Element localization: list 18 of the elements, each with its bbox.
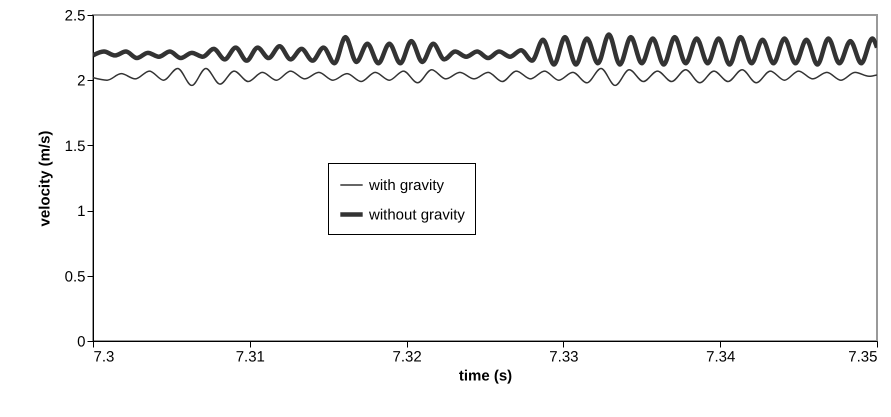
legend-label: without gravity bbox=[368, 206, 466, 224]
y-tick-label: 0.5 bbox=[64, 268, 86, 286]
line-series bbox=[93, 32, 877, 67]
y-tick-label: 0 bbox=[77, 334, 86, 350]
x-tick-label: 7.3 bbox=[94, 348, 114, 366]
y-tick-label: 2.5 bbox=[64, 8, 86, 24]
y-axis-title: velocity (m/s) bbox=[36, 130, 54, 226]
x-tick-label: 7.35 bbox=[848, 348, 878, 366]
line-series bbox=[93, 68, 877, 86]
legend-label: with gravity bbox=[368, 177, 445, 194]
x-tick-label: 7.31 bbox=[236, 348, 265, 366]
y-tick-label: 1 bbox=[77, 203, 86, 220]
x-axis-title: time (s) bbox=[458, 368, 512, 384]
x-tick-label: 7.33 bbox=[549, 348, 578, 366]
y-tick-label: 1.5 bbox=[64, 138, 86, 155]
x-tick-label: 7.32 bbox=[392, 348, 422, 366]
x-tick-label: 7.34 bbox=[706, 348, 736, 366]
y-tick-label: 2 bbox=[77, 72, 86, 90]
